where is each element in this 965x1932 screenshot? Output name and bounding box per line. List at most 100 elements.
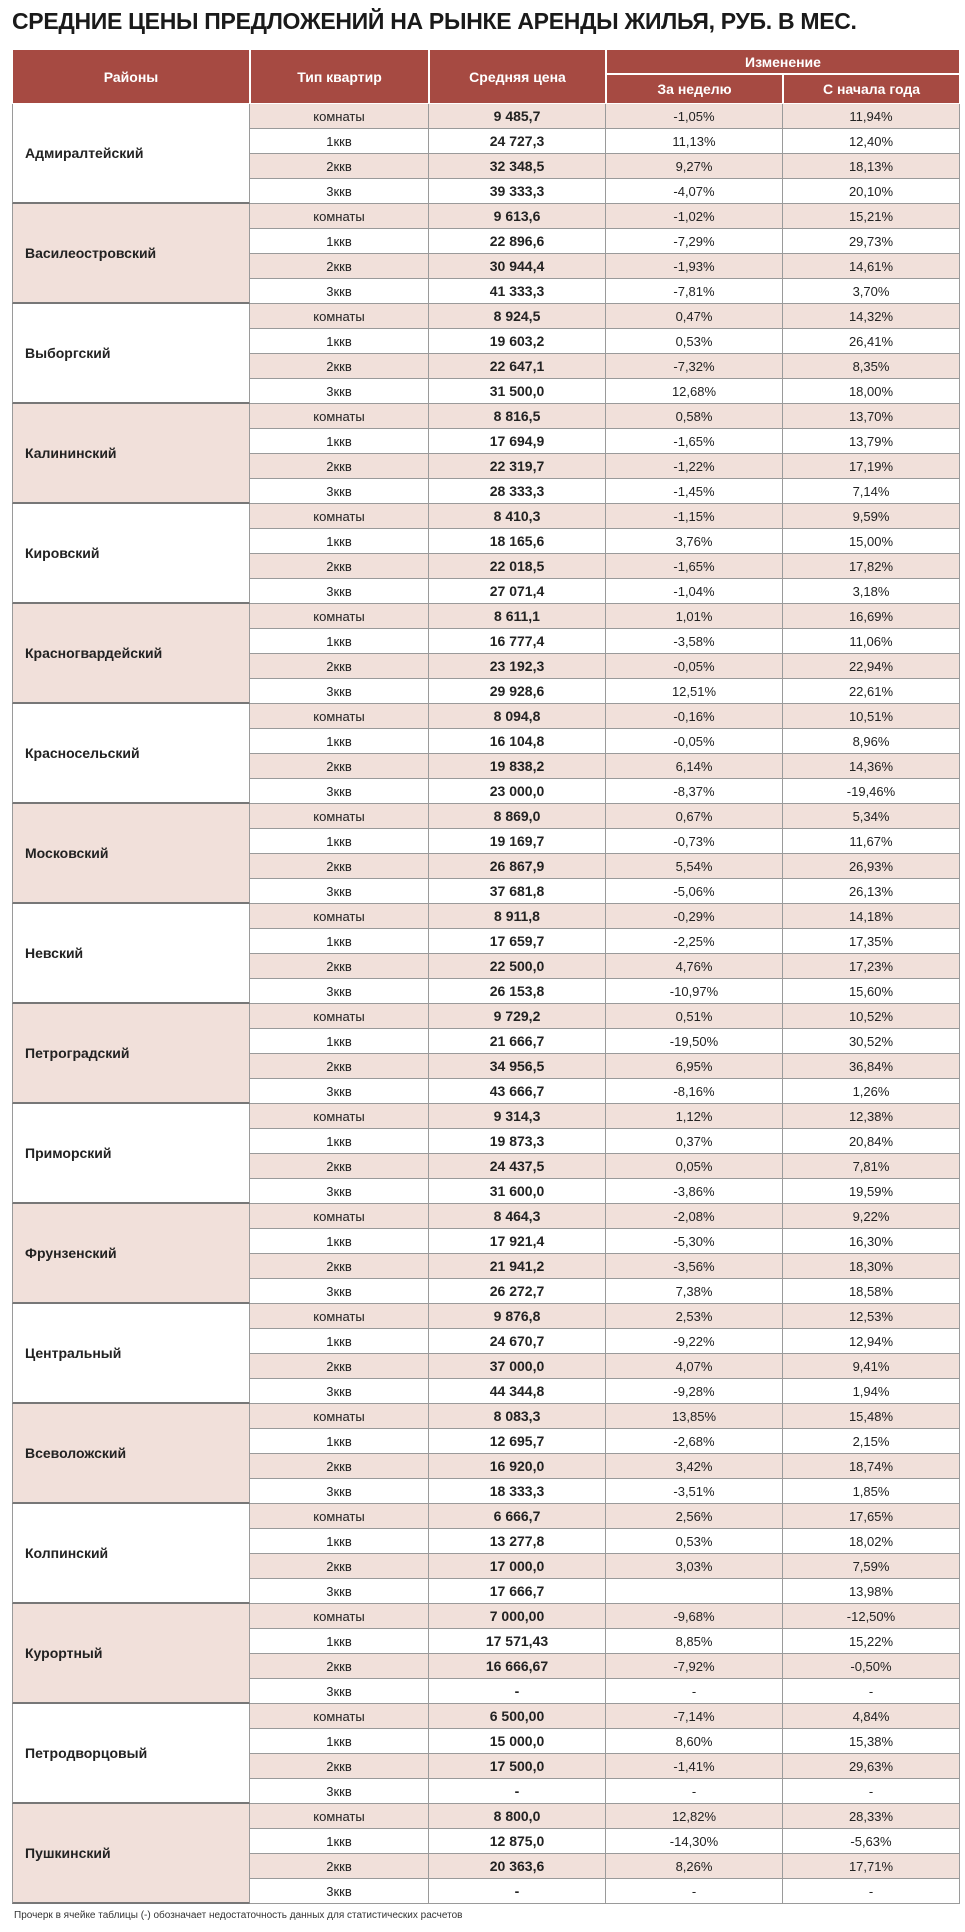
price-cell: 6 666,7 [429,1504,606,1529]
price-cell: 24 437,5 [429,1154,606,1179]
year-cell: 29,73% [783,229,960,254]
type-cell: комнаты [250,1604,429,1629]
year-cell: 22,61% [783,679,960,704]
year-cell: 15,60% [783,979,960,1004]
price-cell: 8 924,5 [429,304,606,329]
week-cell: -1,02% [606,204,783,229]
year-cell: 14,61% [783,254,960,279]
price-cell: 19 169,7 [429,829,606,854]
year-cell: 28,33% [783,1804,960,1829]
type-cell: комнаты [250,1104,429,1129]
type-cell: 1ккв [250,729,429,754]
type-cell: 2ккв [250,1154,429,1179]
header-type: Тип квартир [250,49,429,104]
week-cell: -4,07% [606,179,783,204]
district-name: Калининский [12,404,250,504]
year-cell: 20,10% [783,179,960,204]
year-cell: 17,23% [783,954,960,979]
price-cell: 31 600,0 [429,1179,606,1204]
price-cell: 8 800,0 [429,1804,606,1829]
year-cell: - [783,1879,960,1904]
header-year: С начала года [783,74,960,104]
price-cell: 19 873,3 [429,1129,606,1154]
week-cell: 0,05% [606,1154,783,1179]
week-cell: 0,51% [606,1004,783,1029]
price-cell: 29 928,6 [429,679,606,704]
type-cell: 2ккв [250,1254,429,1279]
week-cell: -9,22% [606,1329,783,1354]
year-cell: 18,00% [783,379,960,404]
week-cell: -7,14% [606,1704,783,1729]
type-cell: 3ккв [250,979,429,1004]
type-cell: 3ккв [250,1779,429,1804]
price-cell: 17 659,7 [429,929,606,954]
price-cell: 17 666,7 [429,1579,606,1604]
price-cell: 17 694,9 [429,429,606,454]
district-name: Приморский [12,1104,250,1204]
year-cell: 20,84% [783,1129,960,1154]
district-name: Кировский [12,504,250,604]
type-cell: комнаты [250,1304,429,1329]
district-name: Красносельский [12,704,250,804]
year-cell: -5,63% [783,1829,960,1854]
price-cell: 21 941,2 [429,1254,606,1279]
year-cell: 18,13% [783,154,960,179]
week-cell: -10,97% [606,979,783,1004]
district-name: Курортный [12,1604,250,1704]
type-cell: 1ккв [250,1529,429,1554]
type-cell: 1ккв [250,1829,429,1854]
year-cell: 15,00% [783,529,960,554]
year-cell: 12,94% [783,1329,960,1354]
week-cell: -3,51% [606,1479,783,1504]
type-cell: 3ккв [250,679,429,704]
type-cell: 2ккв [250,1754,429,1779]
price-cell: 9 613,6 [429,204,606,229]
week-cell [606,1579,783,1604]
year-cell: 12,38% [783,1104,960,1129]
year-cell: 14,32% [783,304,960,329]
year-cell: 1,85% [783,1479,960,1504]
type-cell: комнаты [250,804,429,829]
week-cell: -9,68% [606,1604,783,1629]
type-cell: 2ккв [250,1554,429,1579]
price-cell: 26 272,7 [429,1279,606,1304]
type-cell: комнаты [250,904,429,929]
price-cell: 16 104,8 [429,729,606,754]
year-cell: 5,34% [783,804,960,829]
year-cell: 17,19% [783,454,960,479]
year-cell: 7,81% [783,1154,960,1179]
price-cell: 8 869,0 [429,804,606,829]
type-cell: комнаты [250,604,429,629]
week-cell: -5,06% [606,879,783,904]
year-cell: - [783,1679,960,1704]
week-cell: 6,14% [606,754,783,779]
year-cell: 19,59% [783,1179,960,1204]
type-cell: 1ккв [250,1029,429,1054]
week-cell: 12,51% [606,679,783,704]
price-cell: 24 670,7 [429,1329,606,1354]
price-cell: 18 333,3 [429,1479,606,1504]
week-cell: 8,26% [606,1854,783,1879]
week-cell: -0,29% [606,904,783,929]
type-cell: 3ккв [250,1679,429,1704]
header-change: Изменение [606,49,960,74]
week-cell: - [606,1779,783,1804]
price-cell: 34 956,5 [429,1054,606,1079]
header-price: Средняя цена [429,49,606,104]
type-cell: 1ккв [250,229,429,254]
price-cell: 20 363,6 [429,1854,606,1879]
price-cell: - [429,1779,606,1804]
week-cell: -7,81% [606,279,783,304]
type-cell: 1ккв [250,1229,429,1254]
price-cell: 8 083,3 [429,1404,606,1429]
year-cell: 13,70% [783,404,960,429]
year-cell: 9,41% [783,1354,960,1379]
price-cell: 8 816,5 [429,404,606,429]
year-cell: 18,02% [783,1529,960,1554]
district-name: Фрунзенский [12,1204,250,1304]
week-cell: -0,73% [606,829,783,854]
week-cell: 0,47% [606,304,783,329]
week-cell: 12,82% [606,1804,783,1829]
price-cell: - [429,1679,606,1704]
district-name: Петродворцовый [12,1704,250,1804]
